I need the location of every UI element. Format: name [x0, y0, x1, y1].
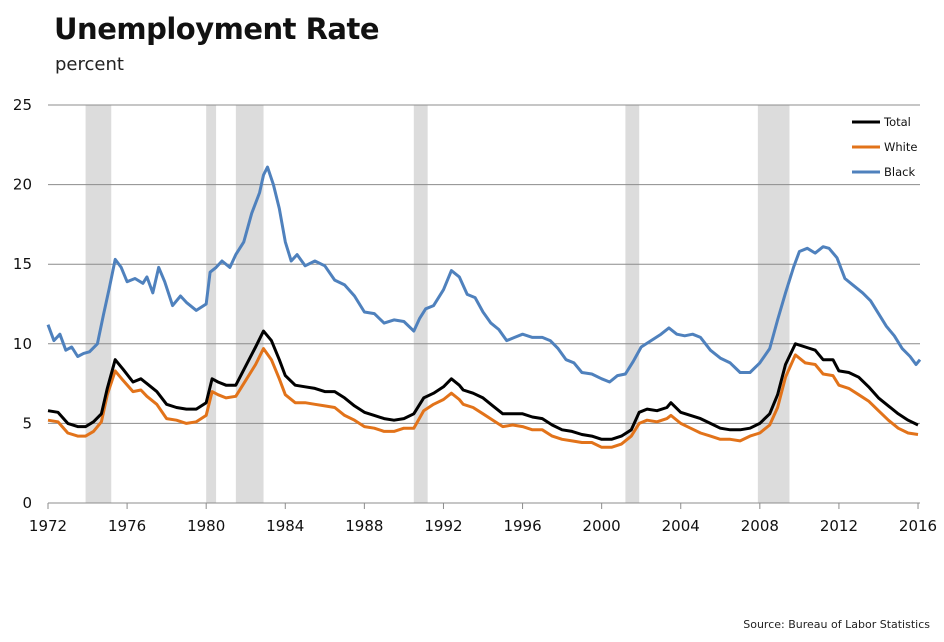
recession-band — [206, 105, 217, 503]
x-tick-label: 1992 — [424, 517, 462, 535]
x-tick-label: 1988 — [345, 517, 383, 535]
recession-bands — [85, 105, 790, 503]
y-tick-label: 15 — [13, 255, 32, 273]
x-tick-label: 2008 — [741, 517, 779, 535]
recession-band — [625, 105, 640, 503]
recession-band — [235, 105, 264, 503]
source-note: Source: Bureau of Labor Statistics — [743, 618, 930, 631]
x-tick-label: 2004 — [662, 517, 700, 535]
series-line-white — [47, 347, 919, 449]
y-tick-label: 10 — [13, 335, 32, 353]
x-tick-label: 1996 — [503, 517, 541, 535]
y-tick-label: 0 — [22, 494, 32, 512]
series-line-black — [46, 165, 922, 384]
legend-label: Total — [883, 115, 911, 129]
x-tick-label: 1980 — [187, 517, 225, 535]
y-tick-label: 25 — [13, 96, 32, 114]
x-tick-label: 2000 — [583, 517, 621, 535]
chart-subtitle: percent — [55, 54, 124, 75]
chart-title: Unemployment Rate — [54, 12, 380, 46]
x-tick-label: 2016 — [899, 517, 937, 535]
x-tick-label: 1976 — [108, 517, 146, 535]
legend-label: Black — [884, 165, 915, 179]
legend-label: White — [884, 140, 917, 154]
y-tick-label: 20 — [13, 176, 32, 194]
x-tick-label: 1972 — [29, 517, 67, 535]
axes: 0 5 10 15 20 25 1972 1976 1980 1984 1988 1992 1996 20… — [13, 96, 937, 535]
legend: Total White Black — [852, 115, 917, 179]
recession-band — [85, 105, 112, 503]
series-line-total — [47, 329, 919, 441]
x-tick-label: 2012 — [820, 517, 858, 535]
x-tick-label: 1984 — [266, 517, 304, 535]
y-tick-label: 5 — [22, 414, 32, 432]
recession-band — [413, 105, 428, 503]
series-lines — [46, 165, 922, 449]
recession-band — [757, 105, 790, 503]
